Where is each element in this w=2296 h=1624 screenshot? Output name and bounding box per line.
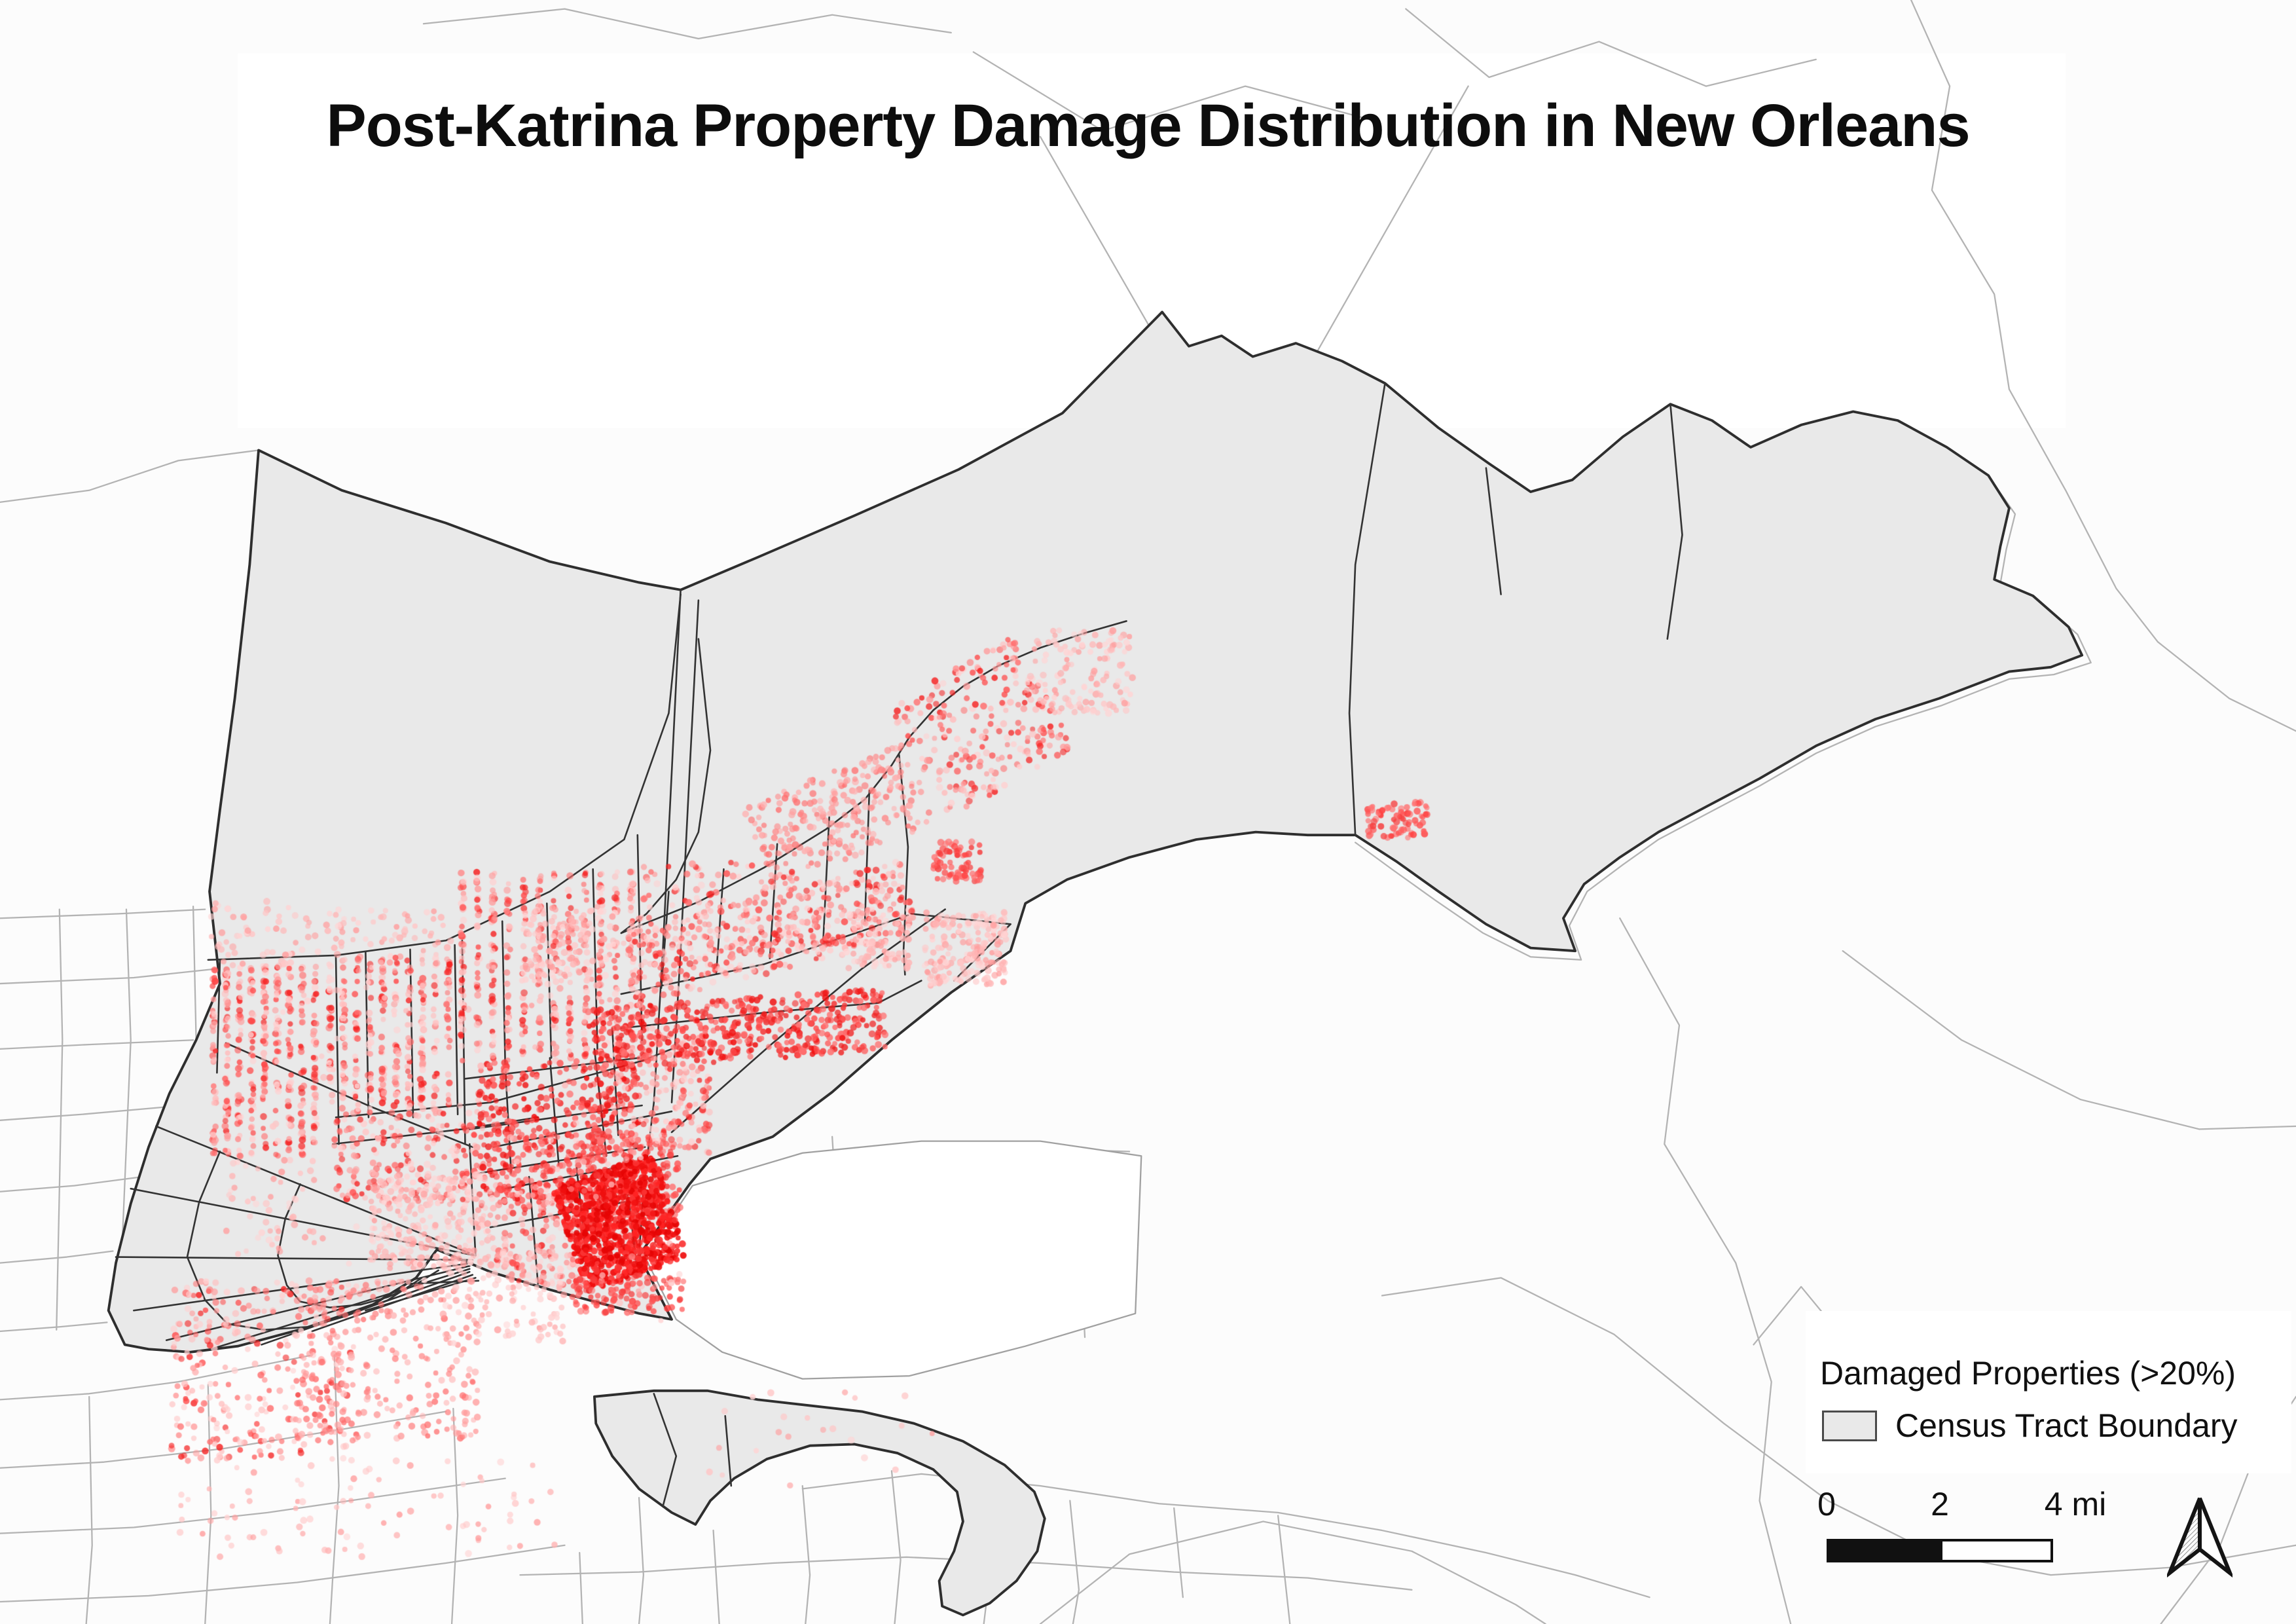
outside-boundary-line bbox=[329, 1354, 340, 1624]
outside-boundary-line bbox=[0, 908, 206, 919]
scalebar-tick-2: 2 bbox=[1931, 1486, 1949, 1522]
outside-boundary-line bbox=[579, 1551, 583, 1624]
scalebar-tick-4: 4 mi bbox=[2044, 1486, 2107, 1522]
outside-boundary-line bbox=[801, 1485, 811, 1624]
scalebar-segment-dark bbox=[1829, 1541, 1940, 1560]
outside-boundary-line bbox=[1619, 917, 1792, 1624]
legend-damaged-label: Damaged Properties (>20%) bbox=[1820, 1355, 2236, 1392]
outside-boundary-line bbox=[204, 1384, 212, 1624]
outside-boundary-line bbox=[1069, 1500, 1080, 1624]
legend-tract-label: Census Tract Boundary bbox=[1895, 1407, 2238, 1444]
outside-boundary-line bbox=[0, 1039, 194, 1050]
outside-boundary-line bbox=[0, 1250, 114, 1264]
outside-boundary-line bbox=[1039, 1521, 1546, 1624]
outside-boundary-line bbox=[1842, 950, 2296, 1130]
outside-boundary-line bbox=[0, 1321, 108, 1333]
outside-boundary-line bbox=[0, 1544, 566, 1603]
north-arrow-icon bbox=[2167, 1497, 2232, 1578]
scalebar-segment-light bbox=[1940, 1541, 2050, 1560]
outside-boundary-line bbox=[56, 908, 64, 1331]
outside-boundary-line bbox=[85, 1395, 93, 1624]
outside-boundary-line bbox=[1173, 1507, 1184, 1598]
census-tract-swatch bbox=[1822, 1410, 1877, 1441]
outside-boundary-line bbox=[890, 1470, 902, 1624]
outside-boundary-line bbox=[638, 1497, 645, 1624]
outside-boundary-line bbox=[801, 1473, 1650, 1598]
legend-box bbox=[1806, 1311, 2291, 1473]
outside-boundary-line bbox=[0, 1175, 144, 1192]
algiers-polygon bbox=[593, 1389, 1046, 1617]
scalebar bbox=[1827, 1539, 2053, 1562]
outside-boundary-line bbox=[0, 449, 260, 504]
outside-boundary-line bbox=[0, 1411, 447, 1469]
map-title: Post-Katrina Property Damage Distributio… bbox=[326, 92, 1970, 159]
outside-boundary-line bbox=[450, 1407, 459, 1624]
outside-boundary-line bbox=[422, 8, 952, 40]
outside-boundary-line bbox=[0, 1354, 313, 1401]
outside-boundary-line bbox=[0, 1477, 506, 1534]
outside-boundary-line bbox=[0, 1106, 168, 1121]
adjacent-parish-tracts bbox=[644, 1140, 1142, 1380]
outside-boundary-line bbox=[712, 1529, 720, 1624]
outside-boundary-line bbox=[0, 968, 218, 985]
outside-boundary-line bbox=[1277, 1515, 1291, 1624]
scalebar-tick-0: 0 bbox=[1817, 1486, 1836, 1522]
legend-tract-row: Census Tract Boundary bbox=[1822, 1407, 2238, 1445]
